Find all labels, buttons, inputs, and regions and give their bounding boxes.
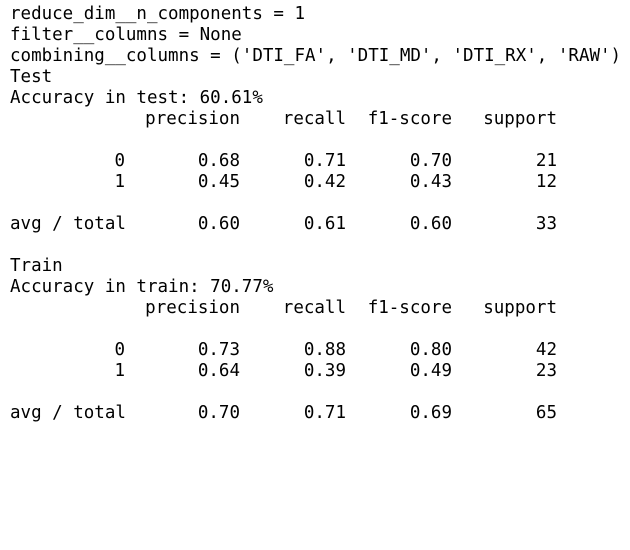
f1-value: 0.49 xyxy=(409,361,452,381)
class-label: 1 xyxy=(114,172,125,192)
accuracy-line: Accuracy in train: 70.77% xyxy=(10,277,274,297)
support-value: 42 xyxy=(535,340,557,360)
section-title: Train xyxy=(10,256,63,276)
precision-value: 0.60 xyxy=(197,214,240,234)
recall-value: 0.88 xyxy=(303,340,346,360)
precision-value: 0.68 xyxy=(197,151,240,171)
report-total-row: avg / total 0.70 0.71 0.69 65 xyxy=(10,403,630,424)
blank-line xyxy=(10,382,630,403)
report-total-row: avg / total 0.60 0.61 0.60 33 xyxy=(10,214,630,235)
header-f1-score: f1-score xyxy=(367,298,452,318)
header-support: support xyxy=(483,298,557,318)
recall-value: 0.71 xyxy=(303,151,346,171)
precision-value: 0.64 xyxy=(197,361,240,381)
total-label: avg / total xyxy=(10,214,126,234)
support-value: 23 xyxy=(535,361,557,381)
report-row: 0 0.73 0.88 0.80 42 xyxy=(10,340,630,361)
recall-value: 0.61 xyxy=(303,214,346,234)
param-line: combining__columns = ('DTI_FA', 'DTI_MD'… xyxy=(10,46,622,66)
header-recall: recall xyxy=(282,298,346,318)
f1-value: 0.43 xyxy=(409,172,452,192)
header-f1-score: f1-score xyxy=(367,109,452,129)
report-row: 1 0.64 0.39 0.49 23 xyxy=(10,361,630,382)
f1-value: 0.80 xyxy=(409,340,452,360)
precision-value: 0.70 xyxy=(197,403,240,423)
section-title: Test xyxy=(10,67,53,87)
blank-line xyxy=(10,130,630,151)
report-row: 0 0.68 0.71 0.70 21 xyxy=(10,151,630,172)
report-header-row: precision recall f1-score support xyxy=(10,109,630,130)
f1-value: 0.69 xyxy=(409,403,452,423)
blank-line xyxy=(10,193,630,214)
report-header-row: precision recall f1-score support xyxy=(10,298,630,319)
class-label: 1 xyxy=(114,361,125,381)
precision-value: 0.45 xyxy=(197,172,240,192)
param-line: filter__columns = None xyxy=(10,25,242,45)
support-value: 21 xyxy=(535,151,557,171)
recall-value: 0.71 xyxy=(303,403,346,423)
f1-value: 0.60 xyxy=(409,214,452,234)
header-recall: recall xyxy=(282,109,346,129)
header-precision: precision xyxy=(145,298,240,318)
header-precision: precision xyxy=(145,109,240,129)
class-label: 0 xyxy=(114,151,125,171)
report-row: 1 0.45 0.42 0.43 12 xyxy=(10,172,630,193)
f1-value: 0.70 xyxy=(409,151,452,171)
support-value: 33 xyxy=(535,214,557,234)
total-label: avg / total xyxy=(10,403,126,423)
class-label: 0 xyxy=(114,340,125,360)
param-line: reduce_dim__n_components = 1 xyxy=(10,4,306,24)
accuracy-line: Accuracy in test: 60.61% xyxy=(10,88,263,108)
header-support: support xyxy=(483,109,557,129)
recall-value: 0.39 xyxy=(303,361,346,381)
precision-value: 0.73 xyxy=(197,340,240,360)
recall-value: 0.42 xyxy=(303,172,346,192)
blank-line xyxy=(10,235,630,256)
support-value: 65 xyxy=(535,403,557,423)
support-value: 12 xyxy=(535,172,557,192)
blank-line xyxy=(10,319,630,340)
console-output: reduce_dim__n_components = 1 filter__col… xyxy=(10,4,630,424)
